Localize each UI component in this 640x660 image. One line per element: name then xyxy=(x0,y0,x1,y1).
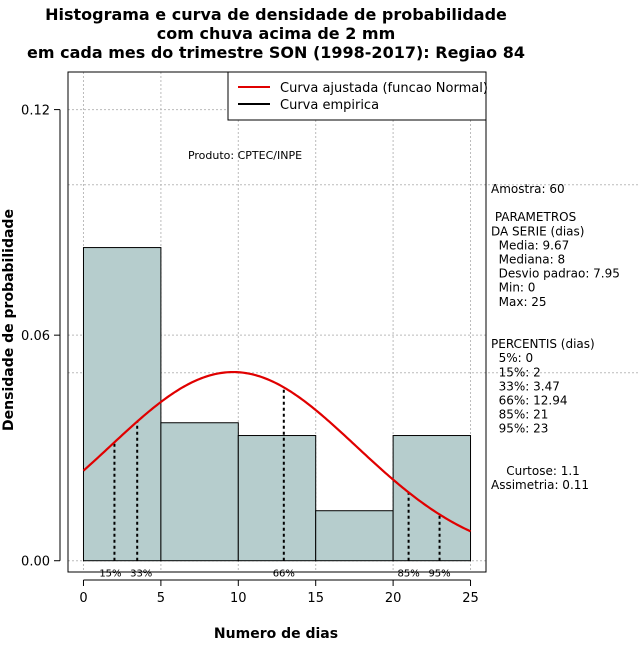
percentile-lines: 15% 33% 66% 85% 95% xyxy=(99,387,451,580)
stats-line: DA SERIE (dias) xyxy=(491,224,584,238)
histogram-bar xyxy=(82,247,162,562)
y-tick-label: 0.06 xyxy=(21,329,50,344)
y-axis: 0.00 0.06 0.12 xyxy=(21,104,61,570)
stats-line: Media: 9.67 xyxy=(491,238,569,252)
stats-line: PERCENTIS (dias) xyxy=(491,337,595,351)
y-tick-label: 0.00 xyxy=(21,555,50,570)
stats-line: 33%: 3.47 xyxy=(491,379,560,393)
title-line: Histograma e curva de densidade de proba… xyxy=(45,5,507,24)
stats-line: Mediana: 8 xyxy=(491,253,565,267)
x-axis-label: Numero de dias xyxy=(214,626,338,642)
percentile-label: 66% xyxy=(273,569,295,580)
histogram-bar xyxy=(237,435,317,562)
percentile-label: 15% xyxy=(99,569,121,580)
stats-line: Amostra: 60 xyxy=(491,182,565,196)
stats-line: Assimetria: 0.11 xyxy=(491,478,589,492)
stats-line: Min: 0 xyxy=(491,281,535,295)
stats-line: 5%: 0 xyxy=(491,351,533,365)
produto-label: Produto: CPTEC/INPE xyxy=(188,149,302,162)
stats-line: Desvio padrao: 7.95 xyxy=(491,267,620,281)
y-axis-label: Densidade de probabilidade xyxy=(1,209,17,431)
histogram-bars xyxy=(82,247,472,562)
percentile-label: 85% xyxy=(397,569,419,580)
y-tick-label: 0.12 xyxy=(21,104,50,119)
normal-fit-curve xyxy=(82,370,471,533)
stats-line: PARAMETROS xyxy=(491,210,576,224)
histogram-bar xyxy=(392,435,472,562)
title-line: com chuva acima de 2 mm xyxy=(157,24,396,43)
legend: Curva ajustada (funcao Normal) Curva emp… xyxy=(227,71,488,121)
x-tick-label: 25 xyxy=(462,591,479,606)
x-tick-label: 5 xyxy=(157,591,165,606)
percentile-label: 95% xyxy=(428,569,450,580)
legend-box xyxy=(227,71,487,121)
percentile-label: 33% xyxy=(130,569,152,580)
stats-line: 66%: 12.94 xyxy=(491,394,568,408)
stats-line: 95%: 23 xyxy=(491,422,548,436)
histogram-bar xyxy=(315,510,394,562)
legend-entry-fit: Curva ajustada (funcao Normal) xyxy=(280,81,488,96)
legend-entry-empirica: Curva empirica xyxy=(280,98,379,113)
stats-line: Curtose: 1.1 xyxy=(491,464,580,478)
x-tick-label: 10 xyxy=(230,591,247,606)
stats-line: Max: 25 xyxy=(491,295,547,309)
x-tick-label: 0 xyxy=(79,591,87,606)
chart-title: Histograma e curva de densidade de proba… xyxy=(27,5,525,62)
stats-line: 85%: 21 xyxy=(491,408,548,422)
x-axis: 0 5 10 15 20 25 xyxy=(79,579,479,606)
stats-line: 15%: 2 xyxy=(491,365,541,379)
x-tick-label: 20 xyxy=(385,591,402,606)
histogram-bar xyxy=(160,422,239,562)
title-line: em cada mes do trimestre SON (1998-2017)… xyxy=(27,43,525,62)
x-tick-label: 15 xyxy=(307,591,324,606)
